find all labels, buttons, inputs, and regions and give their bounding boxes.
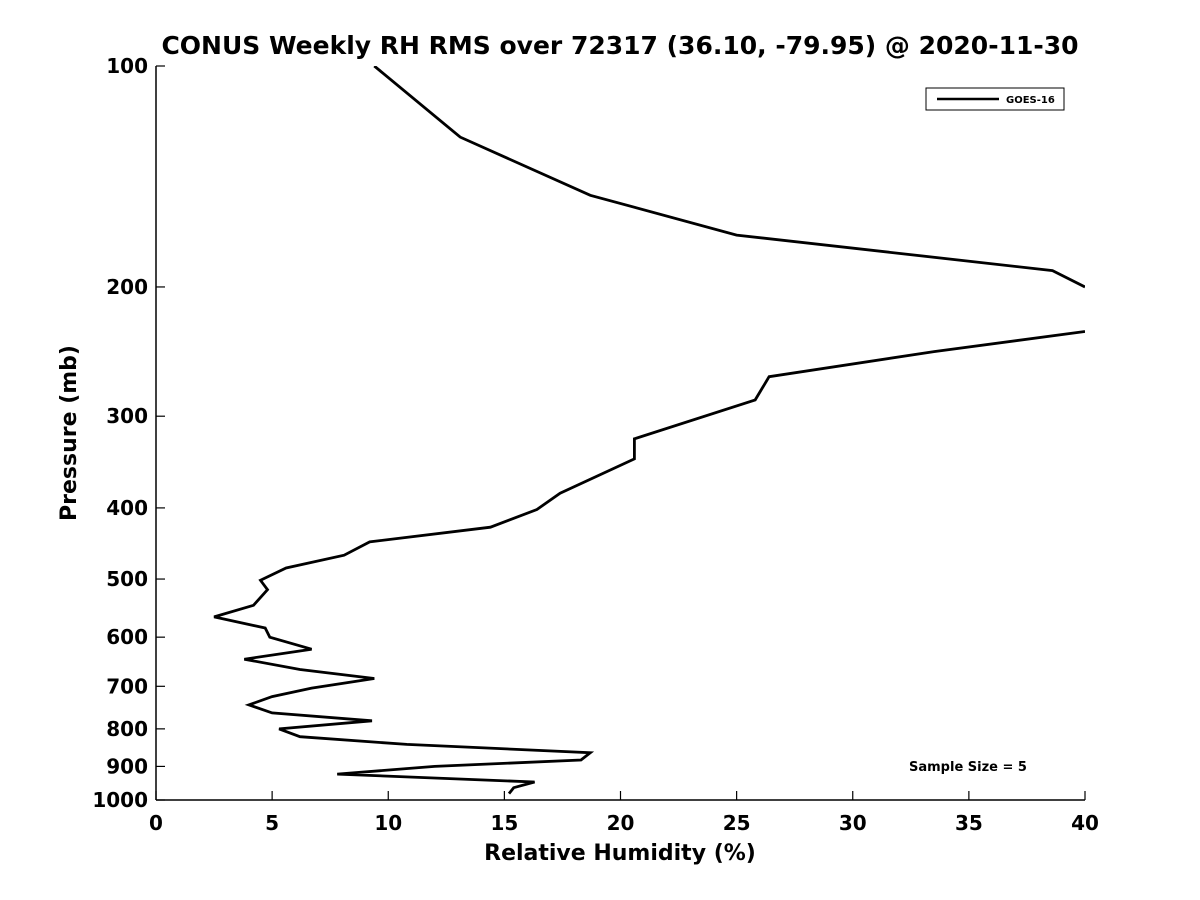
y-tick-label: 300 bbox=[106, 404, 148, 428]
legend-entry-goes-16: GOES-16 bbox=[1006, 95, 1055, 106]
y-tick-label: 600 bbox=[106, 625, 148, 649]
x-ticks: 0 5 10 15 20 25 30 35 40 bbox=[149, 791, 1099, 835]
x-tick-label: 5 bbox=[265, 811, 279, 835]
y-tick-label: 1000 bbox=[92, 788, 148, 812]
x-tick-label: 0 bbox=[149, 811, 163, 835]
y-tick-label: 900 bbox=[106, 754, 148, 778]
y-tick-label: 500 bbox=[106, 567, 148, 591]
y-tick-label: 400 bbox=[106, 496, 148, 520]
y-tick-label: 200 bbox=[106, 275, 148, 299]
y-tick-label: 800 bbox=[106, 717, 148, 741]
x-axis-label: Relative Humidity (%) bbox=[484, 841, 756, 866]
x-tick-label: 10 bbox=[374, 811, 402, 835]
x-tick-label: 30 bbox=[839, 811, 867, 835]
y-tick-label: 700 bbox=[106, 674, 148, 698]
y-ticks: 100 200 300 400 500 600 700 800 900 1000 bbox=[92, 54, 165, 812]
legend: GOES-16 bbox=[925, 87, 1065, 111]
sample-size-annotation: Sample Size = 5 bbox=[909, 760, 1027, 775]
x-tick-label: 25 bbox=[723, 811, 751, 835]
x-tick-label: 20 bbox=[607, 811, 635, 835]
y-tick-label: 100 bbox=[106, 54, 148, 78]
series-line-goes-16 bbox=[213, 66, 1085, 795]
y-axis-label: Pressure (mb) bbox=[57, 345, 82, 521]
x-tick-label: 40 bbox=[1071, 811, 1099, 835]
series-layer bbox=[213, 66, 1085, 795]
chart-title: CONUS Weekly RH RMS over 72317 (36.10, -… bbox=[161, 31, 1078, 60]
x-tick-label: 35 bbox=[955, 811, 983, 835]
x-tick-label: 15 bbox=[490, 811, 518, 835]
